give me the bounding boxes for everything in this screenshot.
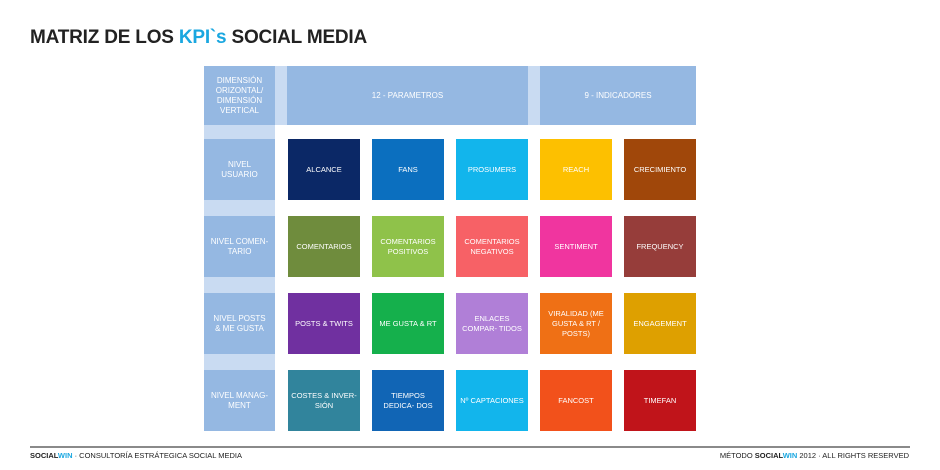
kpi-cell: FANCOST (540, 370, 612, 431)
row-label: NIVEL POSTS & ME GUSTA (213, 313, 266, 333)
footer-left-text: · CONSULTORÍA ESTRÁTEGICA SOCIAL MEDIA (72, 451, 242, 460)
footer-divider (30, 446, 910, 448)
row-label-gap (204, 354, 275, 370)
corner-header-gap (204, 125, 275, 139)
kpi-cell: CRECIMIENTO (624, 139, 696, 200)
kpi-cell: PROSUMERS (456, 139, 528, 200)
header-left-notch (275, 66, 287, 125)
kpi-cell: TIMEFAN (624, 370, 696, 431)
corner-header: DIMENSIÓN ORIZONTAL/ DIMENSIÓN VERTICAL (215, 75, 264, 115)
footer-right-prefix: MÉTODO (719, 451, 755, 460)
row-label-band (204, 216, 275, 277)
footer-right-brand-social: SOCIAL (754, 451, 783, 460)
kpi-cell: VIRALIDAD (ME GUSTA & RT / POSTS) (540, 293, 612, 354)
kpi-cell: SENTIMENT (540, 216, 612, 277)
row-label-gap (204, 277, 275, 293)
header-divider (528, 66, 540, 125)
kpi-cell: COMENTARIOS (288, 216, 360, 277)
page-title: MATRIZ DE LOS KPI`s SOCIAL MEDIA (30, 27, 367, 49)
kpi-cell: POSTS & TWITS (288, 293, 360, 354)
kpi-cell: ME GUSTA & RT (372, 293, 444, 354)
indicadores-header: 9 - INDICADORES (584, 90, 652, 100)
title-suffix: SOCIAL MEDIA (226, 27, 368, 48)
parametros-header-band (275, 66, 528, 125)
kpi-cell: COMENTARIOS POSITIVOS (372, 216, 444, 277)
footer-right: MÉTODO SOCIALWIN 2012 · ALL RIGHTS RESER… (720, 451, 909, 460)
corner-header-band (204, 66, 275, 125)
kpi-cell: FREQUENCY (624, 216, 696, 277)
row-label: NIVEL USUARIO (221, 159, 258, 179)
kpi-cell: COMENTARIOS NEGATIVOS (456, 216, 528, 277)
kpi-cell: REACH (540, 139, 612, 200)
kpi-cell: COSTES & INVER- SIÓN (288, 370, 360, 431)
row-label-band (204, 293, 275, 354)
row-label-band (204, 370, 275, 431)
footer-left: SOCIALWIN · CONSULTORÍA ESTRÁTEGICA SOCI… (30, 451, 242, 460)
footer-brand-social: SOCIAL (30, 451, 58, 460)
row-label-gap (204, 200, 275, 216)
kpi-cell: ENLACES COMPAR- TIDOS (456, 293, 528, 354)
row-label-band (204, 139, 275, 200)
parametros-header: 12 - PARAMETROS (371, 90, 444, 100)
footer-brand-win: WIN (57, 451, 73, 460)
kpi-cell: Nº CAPTACIONES (456, 370, 528, 431)
footer-right-text: 2012 · ALL RIGHTS RESERVED (797, 451, 909, 460)
kpi-cell: TIEMPOS DEDICA- DOS (372, 370, 444, 431)
kpi-cell: FANS (372, 139, 444, 200)
row-label: NIVEL MANAG- MENT (210, 390, 269, 410)
footer-right-brand-win: WIN (782, 451, 798, 460)
indicadores-header-band (540, 66, 696, 125)
title-prefix: MATRIZ DE LOS (30, 27, 179, 48)
kpi-cell: ENGAGEMENT (624, 293, 696, 354)
title-highlight: KPI`s (178, 27, 227, 48)
row-label: NIVEL COMEN- TARIO (210, 236, 269, 256)
kpi-cell: ALCANCE (288, 139, 360, 200)
